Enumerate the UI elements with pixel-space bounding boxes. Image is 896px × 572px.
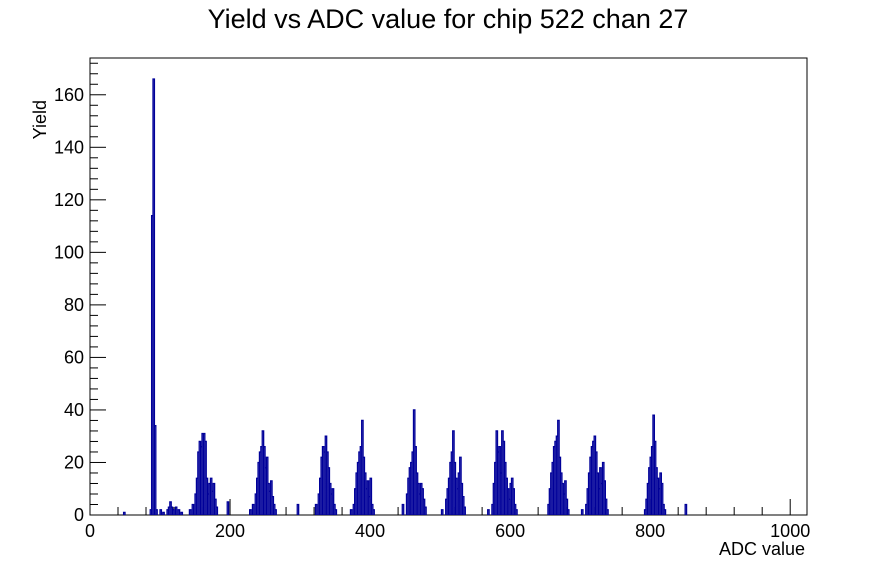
x-tick-label: 0: [85, 521, 95, 541]
x-tick-label: 1000: [770, 521, 810, 541]
y-axis: 0 20 40 60 80 100 120 140 160: [54, 62, 106, 525]
y-tick-label: 160: [54, 85, 84, 105]
y-tick-label: 80: [64, 295, 84, 315]
y-tick-label: 60: [64, 347, 84, 367]
y-axis-title: Yield: [30, 100, 50, 139]
chart-title: Yield vs ADC value for chip 522 chan 27: [207, 4, 689, 34]
y-tick-label: 20: [64, 452, 84, 472]
plot-frame: [89, 57, 808, 516]
x-tick-label: 400: [355, 521, 385, 541]
histogram-series: [122, 78, 688, 515]
x-axis: 0 200 400 600 800 1000: [85, 499, 810, 541]
y-tick-label: 140: [54, 137, 84, 157]
x-tick-label: 200: [215, 521, 245, 541]
y-tick-label: 40: [64, 400, 84, 420]
x-tick-label: 600: [495, 521, 525, 541]
x-tick-label: 800: [635, 521, 665, 541]
y-tick-label: 120: [54, 190, 84, 210]
x-axis-title: ADC value: [719, 539, 805, 559]
y-tick-label: 0: [74, 505, 84, 525]
y-tick-label: 100: [54, 242, 84, 262]
